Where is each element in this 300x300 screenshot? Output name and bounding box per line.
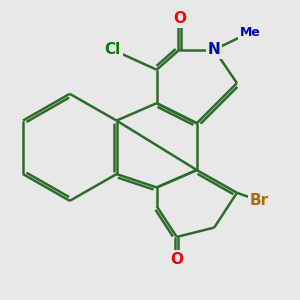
Text: Me: Me — [240, 26, 261, 39]
Text: Cl: Cl — [104, 42, 121, 57]
Text: O: O — [173, 11, 186, 26]
Text: O: O — [170, 252, 183, 267]
Text: Br: Br — [250, 193, 269, 208]
Text: N: N — [208, 42, 220, 57]
